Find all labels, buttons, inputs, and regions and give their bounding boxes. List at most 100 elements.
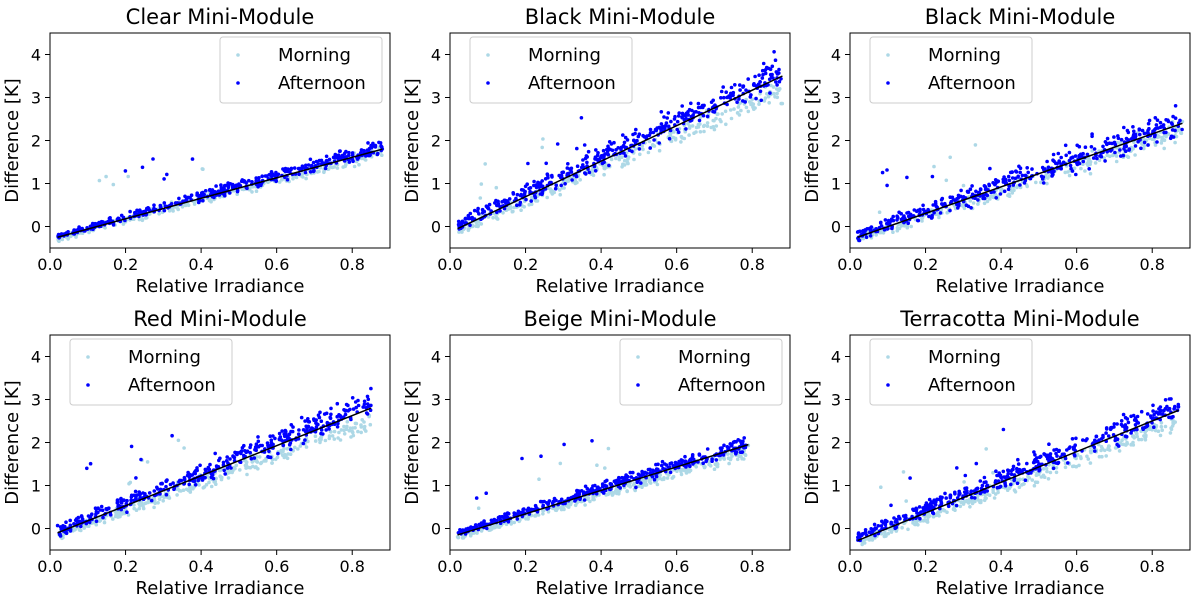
data-point — [107, 506, 111, 511]
data-point — [566, 171, 571, 176]
fit-line — [857, 409, 1179, 542]
data-point — [529, 199, 533, 203]
data-point — [164, 484, 168, 489]
data-point — [650, 143, 655, 147]
data-point — [616, 146, 620, 150]
data-point — [659, 110, 664, 114]
data-point — [507, 197, 512, 201]
data-point — [1025, 461, 1029, 466]
data-point — [906, 210, 911, 215]
data-point — [254, 176, 258, 180]
data-point — [944, 178, 949, 183]
data-point — [705, 121, 710, 125]
data-point — [296, 432, 301, 437]
data-point — [1011, 464, 1016, 469]
data-point — [985, 199, 990, 204]
data-point — [1006, 468, 1010, 473]
data-point — [235, 192, 239, 196]
data-point — [1088, 162, 1092, 167]
data-point — [155, 485, 159, 490]
data-point — [237, 182, 241, 186]
data-point — [634, 485, 638, 490]
x-tick-label: 0.2 — [513, 255, 538, 274]
data-point — [629, 475, 634, 479]
data-point — [1166, 408, 1170, 412]
data-point — [951, 507, 956, 512]
data-point — [532, 179, 536, 184]
data-point — [360, 418, 365, 422]
data-point — [606, 146, 611, 151]
data-point — [486, 215, 491, 219]
data-point — [491, 215, 495, 220]
data-point — [289, 429, 293, 434]
data-point — [1144, 435, 1148, 439]
data-point — [151, 157, 155, 161]
data-point — [347, 160, 352, 164]
y-tick-label: 2 — [431, 132, 441, 151]
data-point — [1065, 170, 1070, 174]
data-point — [937, 215, 941, 220]
data-point — [761, 61, 766, 66]
legend-marker — [886, 81, 890, 85]
data-point — [891, 230, 895, 234]
data-point — [244, 450, 248, 455]
data-point — [1104, 431, 1108, 435]
data-point — [683, 129, 687, 134]
y-tick-label: 1 — [31, 175, 41, 194]
data-point — [156, 501, 160, 505]
data-point — [687, 107, 692, 112]
y-axis-label: Difference [K] — [2, 380, 23, 504]
data-point — [275, 455, 280, 460]
data-point — [1179, 131, 1184, 136]
data-point — [959, 188, 963, 193]
x-tick-label: 0.0 — [437, 557, 462, 576]
data-point — [948, 155, 952, 160]
data-point — [1070, 464, 1075, 469]
data-point — [541, 503, 545, 508]
data-point — [490, 518, 494, 523]
data-point — [1005, 474, 1009, 479]
x-tick-label: 0.0 — [437, 255, 462, 274]
data-point — [765, 92, 769, 96]
data-point — [558, 192, 562, 197]
data-point — [901, 470, 906, 474]
data-point — [863, 228, 867, 232]
y-tick-label: 0 — [831, 218, 841, 237]
data-point — [980, 483, 985, 488]
data-point — [200, 167, 205, 171]
data-point — [484, 491, 489, 496]
data-point — [626, 483, 631, 488]
data-point — [1045, 457, 1050, 461]
data-point — [894, 525, 899, 530]
data-point — [1053, 161, 1058, 166]
data-point — [770, 64, 775, 69]
data-point — [995, 473, 999, 478]
data-point — [696, 122, 701, 127]
data-point — [1139, 146, 1143, 151]
data-point — [162, 208, 167, 213]
data-point — [879, 531, 884, 536]
data-point — [336, 436, 340, 440]
data-point — [533, 514, 538, 518]
data-point — [647, 139, 652, 144]
data-point — [1169, 426, 1173, 430]
data-point — [457, 230, 461, 234]
data-point — [1018, 183, 1022, 187]
data-point — [1176, 402, 1181, 407]
data-point — [869, 527, 873, 531]
data-point — [632, 138, 636, 143]
data-point — [1046, 165, 1051, 170]
data-point — [687, 126, 692, 130]
data-point — [1077, 463, 1081, 468]
data-point — [982, 201, 987, 206]
data-point — [1087, 167, 1091, 171]
data-point — [963, 473, 968, 478]
data-point — [313, 439, 318, 443]
data-point — [127, 481, 131, 486]
data-point — [240, 178, 245, 182]
data-point — [351, 426, 355, 430]
data-point — [338, 438, 343, 442]
data-point — [1007, 192, 1011, 197]
data-point — [72, 522, 76, 526]
